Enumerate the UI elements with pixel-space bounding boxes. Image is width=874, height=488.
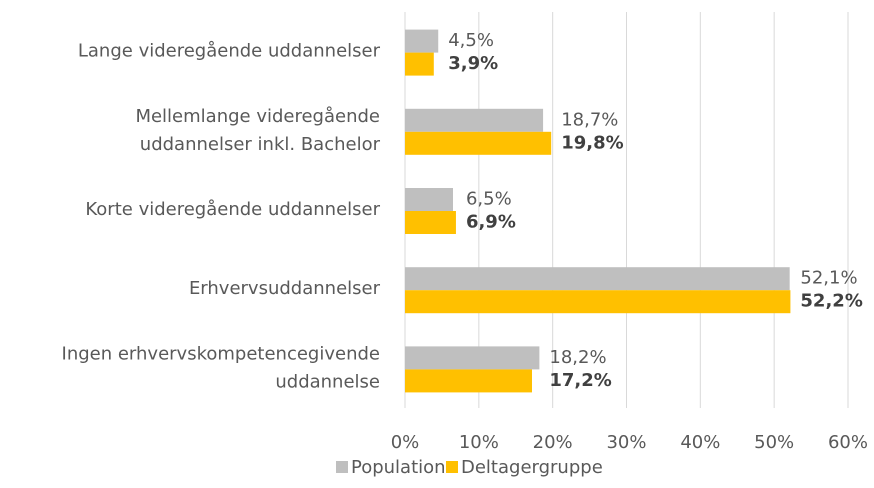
bar (405, 188, 453, 211)
category-label: Mellemlange videregående (135, 106, 380, 127)
value-label: 52,2% (800, 291, 862, 312)
bar (405, 52, 434, 76)
x-tick-label: 40% (680, 432, 720, 453)
category-label: uddannelse (275, 371, 380, 392)
bar (405, 290, 791, 314)
value-label: 3,9% (448, 53, 498, 74)
x-tick-label: 10% (459, 432, 499, 453)
value-label: 6,9% (466, 212, 516, 233)
value-label: 6,5% (466, 189, 512, 210)
x-tick-label: 50% (754, 432, 794, 453)
value-label: 18,2% (549, 347, 606, 368)
value-label: 52,1% (800, 268, 857, 289)
bar (405, 267, 790, 291)
legend-swatch (336, 461, 348, 473)
legend-swatch (446, 461, 458, 473)
bar (405, 346, 540, 370)
bar (405, 131, 552, 155)
category-label: Erhvervsuddannelser (189, 278, 381, 299)
value-label: 18,7% (561, 109, 618, 130)
x-tick-label: 20% (533, 432, 573, 453)
legend-label: Deltagergruppe (461, 457, 603, 478)
value-label: 17,2% (549, 370, 611, 391)
value-label: 19,8% (561, 132, 623, 153)
category-label: uddannelser inkl. Bachelor (140, 134, 381, 155)
value-label: 4,5% (448, 30, 494, 51)
x-tick-label: 60% (828, 432, 868, 453)
category-label: Ingen erhvervskompetencegivende (62, 343, 380, 364)
bar (405, 211, 456, 234)
legend-label: Population (351, 457, 446, 478)
bar (405, 29, 439, 53)
x-tick-label: 30% (606, 432, 646, 453)
bar (405, 108, 544, 132)
x-tick-label: 0% (391, 432, 420, 453)
category-label: Korte videregående uddannelser (85, 199, 380, 220)
bar (405, 369, 532, 393)
category-label: Lange videregående uddannelser (78, 41, 381, 62)
